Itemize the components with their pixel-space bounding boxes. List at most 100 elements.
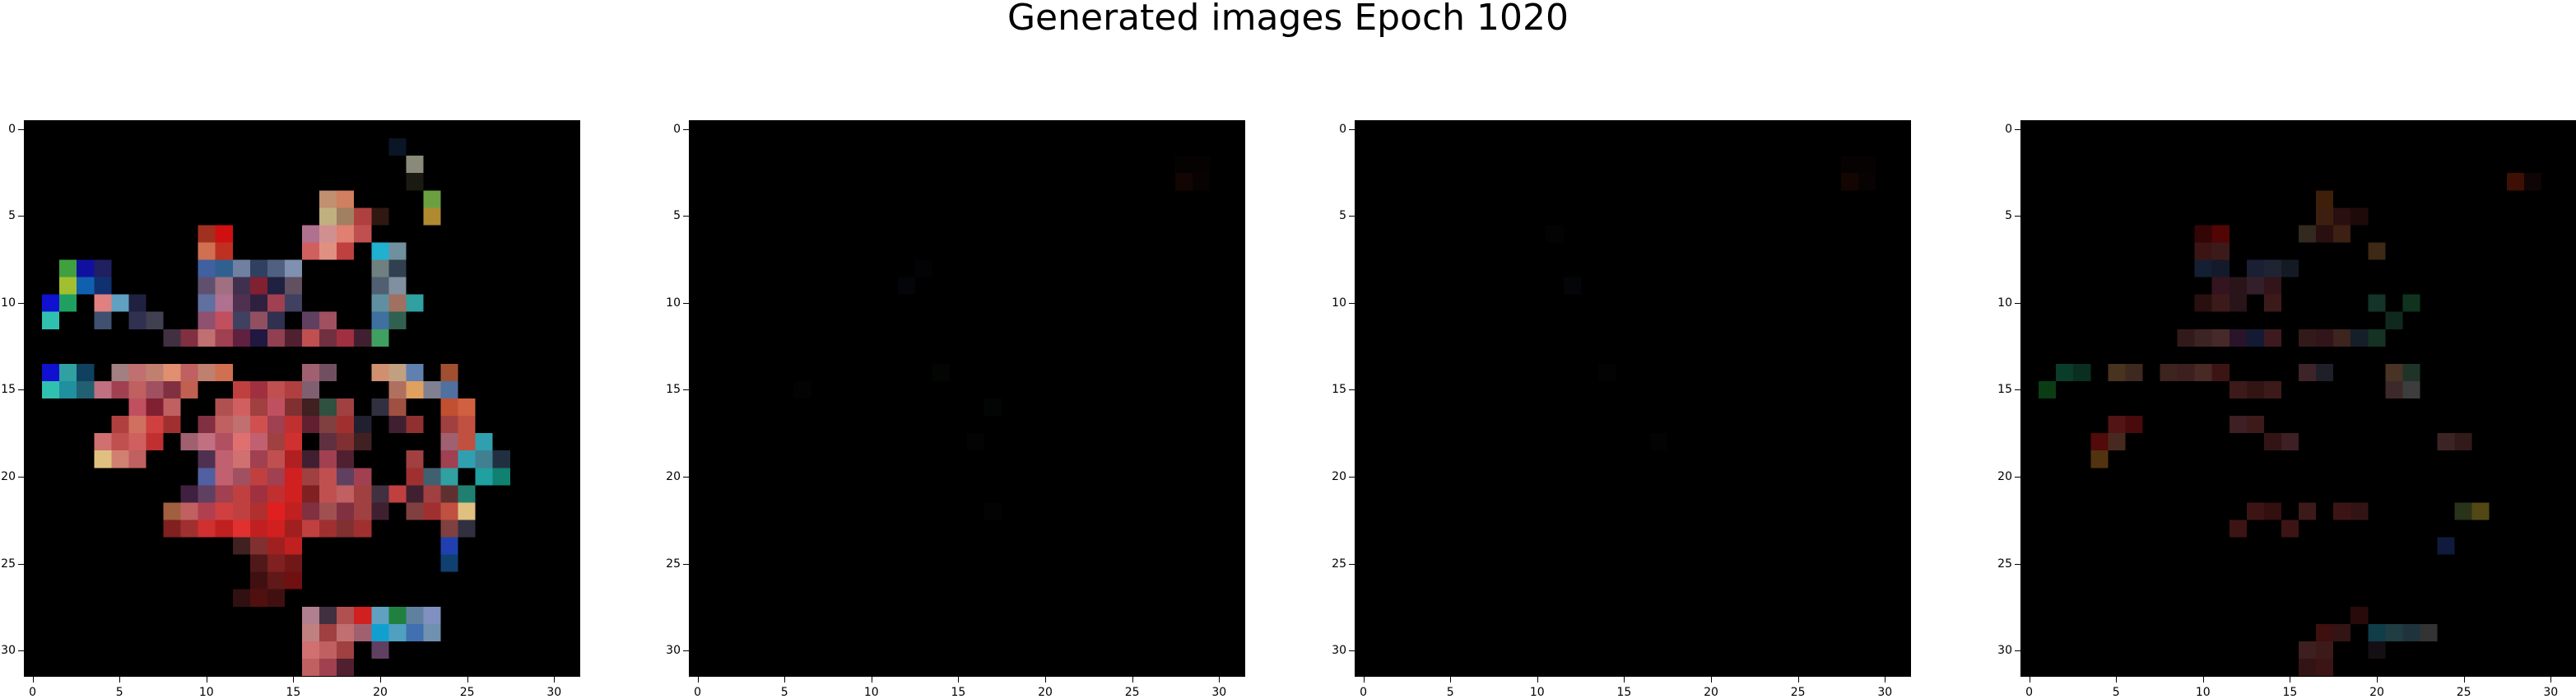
x-tick xyxy=(1363,677,1365,683)
y-tick-label: 5 xyxy=(2005,209,2012,223)
y-tick-label: 10 xyxy=(1997,296,2012,310)
y-tick xyxy=(683,302,689,304)
x-tick-label: 20 xyxy=(373,686,388,699)
y-tick xyxy=(18,477,24,478)
y-tick xyxy=(1349,216,1355,217)
x-tick xyxy=(1219,677,1221,683)
generated-image-4 xyxy=(2020,120,2576,677)
y-tick xyxy=(18,563,24,565)
y-tick xyxy=(1349,650,1355,652)
x-tick-label: 20 xyxy=(1038,686,1053,699)
y-tick-label: 25 xyxy=(1332,557,1346,571)
x-tick xyxy=(32,677,34,683)
y-tick xyxy=(683,477,689,478)
x-tick-label: 10 xyxy=(198,686,214,699)
y-tick xyxy=(2015,389,2020,391)
x-tick-label: 15 xyxy=(286,686,301,699)
x-tick-label: 10 xyxy=(2195,686,2211,699)
image-canvas-4 xyxy=(2021,121,2576,676)
x-tick xyxy=(1624,677,1625,683)
x-tick-label: 30 xyxy=(1211,686,1227,699)
x-tick-label: 5 xyxy=(780,686,788,699)
x-tick xyxy=(784,677,786,683)
y-tick-label: 30 xyxy=(1,644,16,658)
y-tick-label: 5 xyxy=(1339,209,1346,223)
y-tick xyxy=(1349,389,1355,391)
x-tick-label: 25 xyxy=(2456,686,2471,699)
x-tick-label: 25 xyxy=(1790,686,1806,699)
y-tick-label: 30 xyxy=(1332,644,1346,658)
x-tick-label: 0 xyxy=(694,686,702,699)
x-tick xyxy=(958,677,960,683)
y-tick-label: 15 xyxy=(1,383,16,397)
generated-image-3 xyxy=(1355,120,1911,677)
image-canvas-2 xyxy=(690,121,1244,676)
generated-image-2 xyxy=(689,120,1245,677)
x-tick xyxy=(554,677,556,683)
y-tick-label: 25 xyxy=(1,557,16,571)
y-tick xyxy=(2015,477,2020,478)
x-tick-label: 20 xyxy=(2369,686,2384,699)
x-tick xyxy=(2116,677,2118,683)
x-tick xyxy=(1450,677,1452,683)
y-tick-label: 30 xyxy=(1997,644,2012,658)
x-tick xyxy=(1045,677,1047,683)
y-tick-label: 10 xyxy=(1,296,16,310)
y-tick-label: 0 xyxy=(673,122,681,136)
y-tick-label: 15 xyxy=(1332,383,1346,397)
y-tick-label: 25 xyxy=(1997,557,2012,571)
y-tick xyxy=(2015,302,2020,304)
y-tick-label: 20 xyxy=(1332,470,1346,484)
x-tick xyxy=(380,677,382,683)
x-tick xyxy=(2550,677,2552,683)
x-tick xyxy=(1537,677,1538,683)
x-tick-label: 5 xyxy=(1446,686,1454,699)
y-tick-label: 20 xyxy=(1997,470,2012,484)
figure-title: Generated images Epoch 1020 xyxy=(1007,0,1569,39)
x-tick xyxy=(2202,677,2204,683)
y-tick xyxy=(1349,477,1355,478)
x-tick-label: 30 xyxy=(2543,686,2559,699)
x-tick-label: 0 xyxy=(2025,686,2034,699)
y-tick-label: 15 xyxy=(666,383,681,397)
y-tick xyxy=(683,128,689,130)
y-tick xyxy=(18,216,24,217)
x-tick xyxy=(2463,677,2465,683)
x-tick-label: 5 xyxy=(2112,686,2120,699)
y-tick xyxy=(683,216,689,217)
y-tick xyxy=(1349,128,1355,130)
y-tick xyxy=(2015,128,2020,130)
x-tick-label: 25 xyxy=(1124,686,1140,699)
x-tick xyxy=(467,677,468,683)
y-tick xyxy=(1349,302,1355,304)
image-panel-4: 0 5 10 15 20 25 30 0 5 10 15 20 25 30 xyxy=(1997,120,2576,698)
x-tick-label: 10 xyxy=(1529,686,1545,699)
y-tick xyxy=(683,563,689,565)
y-tick-label: 0 xyxy=(2005,122,2012,136)
y-tick xyxy=(2015,563,2020,565)
y-tick-label: 30 xyxy=(666,644,681,658)
x-tick-label: 5 xyxy=(115,686,123,699)
y-tick xyxy=(2015,650,2020,652)
x-tick-label: 0 xyxy=(1360,686,1368,699)
y-tick xyxy=(1349,563,1355,565)
y-tick-label: 5 xyxy=(8,209,16,223)
y-tick xyxy=(18,128,24,130)
y-tick xyxy=(18,302,24,304)
x-tick xyxy=(1132,677,1133,683)
image-canvas-3 xyxy=(1355,121,1910,676)
y-tick-label: 0 xyxy=(1339,122,1346,136)
y-tick xyxy=(18,650,24,652)
image-panel-1: 0 5 10 15 20 25 30 0 5 10 15 20 25 30 xyxy=(1,120,580,698)
x-tick xyxy=(2377,677,2378,683)
x-tick-label: 0 xyxy=(29,686,37,699)
y-tick-label: 20 xyxy=(666,470,681,484)
x-tick xyxy=(119,677,121,683)
x-tick xyxy=(1797,677,1799,683)
x-tick-label: 25 xyxy=(459,686,475,699)
image-panel-2: 0 5 10 15 20 25 30 0 5 10 15 20 25 30 xyxy=(666,120,1245,698)
y-tick-label: 5 xyxy=(673,209,681,223)
x-tick xyxy=(1885,677,1886,683)
y-tick-label: 10 xyxy=(666,296,681,310)
y-tick-label: 25 xyxy=(666,557,681,571)
